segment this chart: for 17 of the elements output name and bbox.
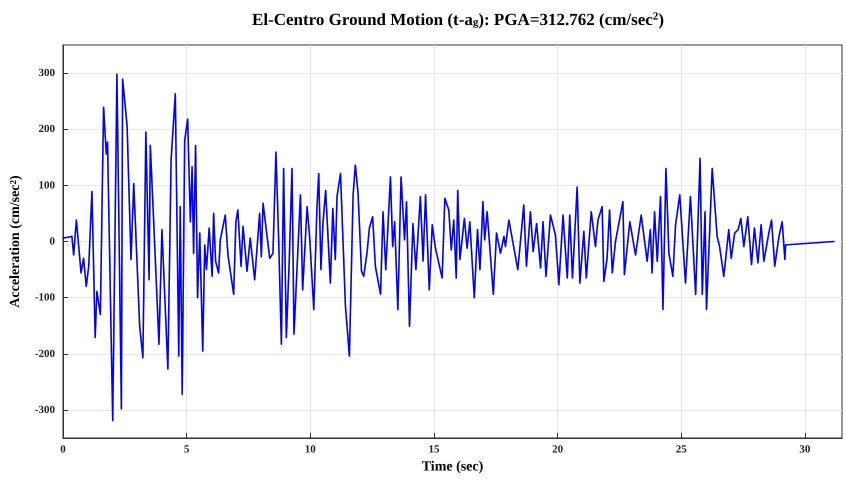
line-series <box>62 73 835 422</box>
x-tick-label: 0 <box>60 444 66 456</box>
y-tick-label: 100 <box>38 179 56 192</box>
x-axis-title: Time (sec) <box>422 460 484 474</box>
x-tick-label: 25 <box>676 444 688 456</box>
x-tick-label: 20 <box>552 444 564 456</box>
y-tick-label: 300 <box>38 67 56 80</box>
y-tick-label: -100 <box>34 292 56 304</box>
x-tick-label: 5 <box>184 444 190 456</box>
y-tick-label: 0 <box>50 236 56 248</box>
x-tick-label: 10 <box>304 444 316 456</box>
x-tick-label: 30 <box>799 444 811 456</box>
y-axis-title: Acceleration (cm/sec2) <box>8 174 24 308</box>
y-tick-label: -300 <box>34 404 56 416</box>
y-tick-label: 200 <box>38 123 56 136</box>
y-tick-label: -200 <box>34 348 56 360</box>
x-tick-label: 15 <box>428 444 440 456</box>
